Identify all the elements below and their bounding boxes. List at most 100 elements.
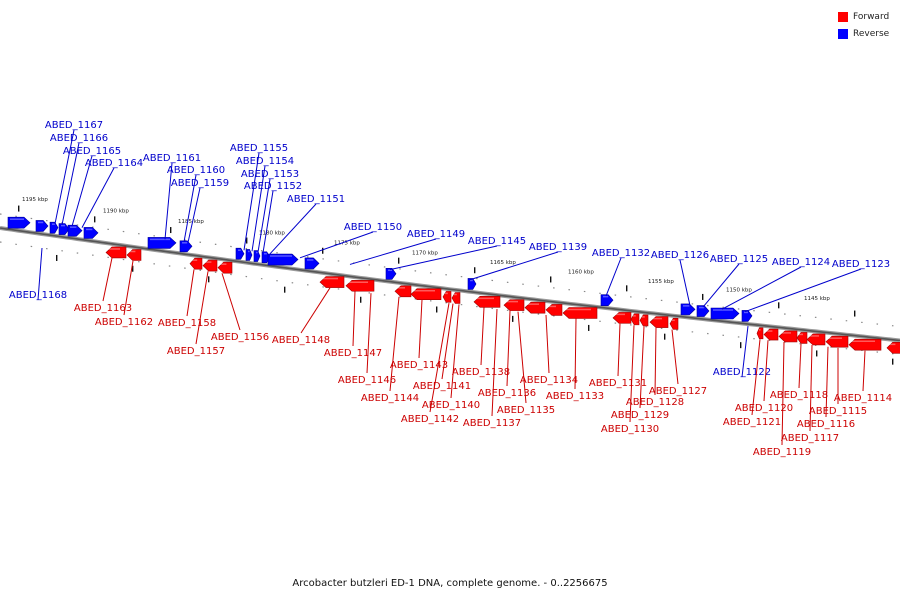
gene-label-abed-1154[interactable]: ABED_1154 [236, 156, 294, 252]
gene-label-abed-1114[interactable]: ABED_1114 [834, 350, 892, 404]
gene-label-abed-1129[interactable]: ABED_1129 [611, 326, 669, 421]
reverse-gene-19[interactable] [710, 307, 740, 320]
gene-label-abed-1125[interactable]: ABED_1125 [702, 254, 768, 308]
gene-label-abed-1146[interactable]: ABED_1146 [338, 293, 396, 386]
reverse-gene-2[interactable] [49, 221, 59, 234]
gene-label-abed-1120[interactable]: ABED_1120 [735, 340, 793, 414]
forward-gene-9[interactable] [442, 291, 452, 303]
gene-label-abed-1157[interactable]: ABED_1157 [167, 271, 225, 357]
gene-label-abed-1119[interactable]: ABED_1119 [753, 341, 811, 458]
gene-label-abed-1135[interactable]: ABED_1135 [497, 311, 555, 416]
gene-label-abed-1132[interactable]: ABED_1132 [592, 248, 650, 297]
gene-label-abed-1163[interactable]: ABED_1163 [74, 257, 132, 314]
gene-label-abed-1168[interactable]: ABED_1168 [9, 247, 67, 301]
forward-gene-22[interactable] [763, 328, 779, 341]
forward-gene-25[interactable] [806, 333, 826, 346]
gene-label-abed-1116[interactable]: ABED_1116 [797, 346, 855, 430]
gene-label-abed-1143[interactable]: ABED_1143 [390, 299, 448, 371]
reverse-gene-13[interactable] [304, 257, 320, 270]
reverse-gene-6[interactable] [147, 237, 177, 249]
forward-gene-3[interactable] [202, 259, 218, 272]
gene-label-abed-1124[interactable]: ABED_1124 [721, 257, 830, 310]
gene-label-abed-1158[interactable]: ABED_1158 [158, 269, 216, 329]
reverse-gene-8[interactable] [235, 247, 245, 260]
gene-label-abed-1142[interactable]: ABED_1142 [401, 303, 459, 425]
forward-gene-11[interactable] [473, 296, 501, 308]
gene-label-abed-1159[interactable]: ABED_1159 [171, 178, 229, 243]
forward-gene-13[interactable] [524, 301, 546, 314]
gene-label-abed-1123[interactable]: ABED_1123 [744, 259, 890, 313]
forward-gene-2[interactable] [189, 257, 203, 270]
gene-label-abed-1166[interactable]: ABED_1166 [50, 133, 108, 225]
gene-label-abed-1147[interactable]: ABED_1147 [324, 291, 382, 359]
reverse-gene-4[interactable] [67, 224, 83, 237]
gene-label-abed-1133[interactable]: ABED_1133 [546, 318, 604, 402]
forward-gene-0[interactable] [105, 246, 127, 259]
gene-label-abed-1122[interactable]: ABED_1122 [713, 325, 771, 378]
forward-gene-23[interactable] [778, 330, 798, 343]
gene-label-abed-1155[interactable]: ABED_1155 [230, 143, 288, 251]
gene-label-abed-1160[interactable]: ABED_1160 [167, 165, 225, 243]
gene-label-abed-1121[interactable]: ABED_1121 [723, 339, 781, 428]
forward-gene-10[interactable] [451, 292, 461, 304]
gene-label-abed-1118[interactable]: ABED_1118 [770, 343, 828, 401]
reverse-gene-12[interactable] [267, 253, 299, 266]
gene-label-abed-1131[interactable]: ABED_1131 [589, 323, 647, 389]
gene-label-abed-1117[interactable]: ABED_1117 [781, 345, 839, 444]
gene-label-abed-1115[interactable]: ABED_1115 [809, 347, 867, 417]
gene-label-abed-1141[interactable]: ABED_1141 [413, 303, 471, 392]
gene-label-abed-1140[interactable]: ABED_1140 [422, 304, 480, 411]
reverse-gene-20[interactable] [741, 310, 753, 322]
gene-label-abed-1138[interactable]: ABED_1138 [452, 307, 510, 378]
forward-gene-7[interactable] [394, 285, 412, 298]
gene-label-abed-1145[interactable]: ABED_1145 [389, 236, 526, 271]
forward-gene-5[interactable] [319, 276, 345, 288]
forward-gene-14[interactable] [545, 304, 563, 316]
reverse-gene-3[interactable] [58, 223, 70, 235]
gene-label-abed-1128[interactable]: ABED_1128 [626, 327, 684, 408]
reverse-gene-17[interactable] [680, 303, 696, 316]
gene-label-abed-1149[interactable]: ABED_1149 [349, 229, 465, 265]
gene-label-abed-1152[interactable]: ABED_1152 [244, 181, 302, 253]
forward-gene-19[interactable] [649, 316, 669, 328]
reverse-gene-0[interactable] [7, 216, 31, 229]
reverse-gene-5[interactable] [83, 227, 99, 239]
forward-gene-12[interactable] [503, 299, 525, 311]
gene-label-abed-1151[interactable]: ABED_1151 [269, 194, 345, 255]
gene-label-abed-1136[interactable]: ABED_1136 [478, 310, 536, 399]
reverse-gene-1[interactable] [35, 220, 49, 232]
forward-gene-18[interactable] [639, 314, 649, 327]
reverse-gene-16[interactable] [600, 294, 614, 306]
reverse-gene-14[interactable] [385, 267, 397, 280]
gene-label-abed-1127[interactable]: ABED_1127 [649, 329, 707, 397]
forward-gene-21[interactable] [756, 327, 764, 340]
gene-label-abed-1144[interactable]: ABED_1144 [361, 296, 419, 404]
gene-label-abed-1167[interactable]: ABED_1167 [45, 120, 103, 224]
gene-label-abed-1156[interactable]: ABED_1156 [211, 273, 269, 343]
forward-gene-8[interactable] [410, 288, 442, 301]
forward-gene-16[interactable] [612, 312, 632, 324]
gene-label-abed-1148[interactable]: ABED_1148 [272, 287, 331, 346]
forward-gene-24[interactable] [796, 332, 808, 344]
forward-gene-1[interactable] [126, 249, 142, 261]
gene-label-abed-1134[interactable]: ABED_1134 [520, 314, 578, 386]
reverse-gene-7[interactable] [179, 240, 193, 253]
forward-gene-27[interactable] [848, 338, 882, 351]
reverse-gene-9[interactable] [245, 249, 253, 261]
forward-gene-20[interactable] [669, 317, 679, 330]
gene-label-abed-1137[interactable]: ABED_1137 [463, 309, 521, 429]
gene-label-abed-1165[interactable]: ABED_1165 [63, 146, 121, 227]
forward-gene-26[interactable] [825, 335, 849, 348]
forward-gene-28[interactable] [886, 342, 900, 354]
reverse-gene-15[interactable] [467, 278, 477, 290]
gene-label-abed-1130[interactable]: ABED_1130 [601, 325, 659, 435]
forward-gene-15[interactable] [562, 307, 598, 319]
gene-label-abed-1164[interactable]: ABED_1164 [81, 158, 143, 228]
forward-gene-4[interactable] [217, 261, 233, 274]
gene-label-abed-1126[interactable]: ABED_1126 [651, 250, 709, 306]
gene-label-abed-1139[interactable]: ABED_1139 [469, 242, 587, 281]
reverse-gene-18[interactable] [696, 305, 710, 317]
reverse-gene-10[interactable] [253, 250, 261, 262]
forward-gene-17[interactable] [630, 313, 640, 326]
gene-label-abed-1153[interactable]: ABED_1153 [241, 169, 299, 253]
